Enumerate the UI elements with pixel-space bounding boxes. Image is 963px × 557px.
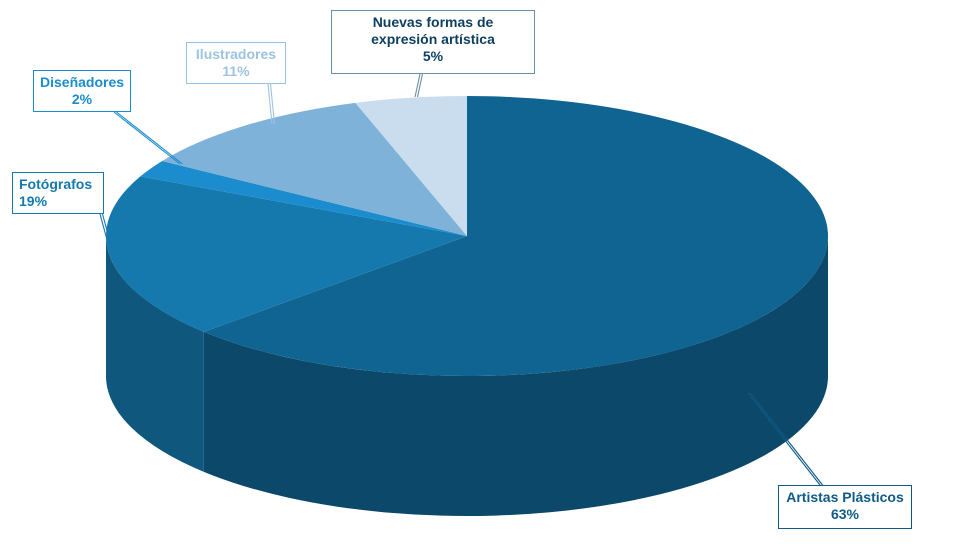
slice-value-text: 5% [422, 48, 444, 64]
pie-slice-ilustradores [162, 102, 467, 237]
pie-slice-nuevas-formas-de-expresion-artistica [355, 96, 467, 236]
slice-label-text: Diseñadores [40, 74, 125, 90]
leader-line-ilustradores [267, 83, 273, 125]
leader-line-ilustradores [269, 83, 276, 125]
pie-slice-fotografos [106, 176, 468, 332]
data-label-ilustradores: Ilustradores 11% [186, 42, 286, 84]
slice-value-text: 2% [71, 91, 93, 107]
leader-line-artistas-plasticos [747, 392, 821, 486]
slice-value-text: 19% [19, 193, 48, 209]
slice-label-text: Ilustradores [195, 46, 277, 62]
pie-slice-artistas-plasticos [203, 96, 828, 376]
leader-line-artistas-plasticos [750, 392, 823, 486]
pie-slice-disenadores [140, 160, 468, 236]
data-label-disenadores: Diseñadores 2% [33, 70, 131, 112]
pie-sides [106, 236, 828, 516]
leader-line-disenadores [113, 111, 181, 165]
pie-top [106, 96, 828, 376]
leader-line-nuevas-formas-de-expresion-artistica [414, 73, 421, 98]
leader-line-nuevas-formas-de-expresion-artistica [416, 73, 424, 98]
pie-side-artistas-plasticos [203, 236, 828, 516]
slice-label-text: Fotógrafos [19, 176, 93, 192]
slice-label-text: Nuevas formas de expresión artística [371, 14, 495, 47]
pie-side-fotografos [106, 236, 204, 472]
leader-line-disenadores [116, 111, 183, 165]
slice-value-text: 63% [830, 506, 860, 522]
leader-lines [99, 73, 823, 486]
leader-line-fotografos [99, 213, 113, 259]
leader-line-fotografos [101, 213, 116, 259]
slice-value-text: 11% [222, 63, 250, 79]
data-label-artistas-plasticos: Artistas Plásticos 63% [778, 485, 912, 529]
data-label-fotografos: Fotógrafos 19% [12, 172, 104, 214]
data-label-nuevas-formas: Nuevas formas de expresión artística 5% [331, 10, 535, 74]
slice-label-text: Artistas Plásticos [786, 489, 904, 505]
